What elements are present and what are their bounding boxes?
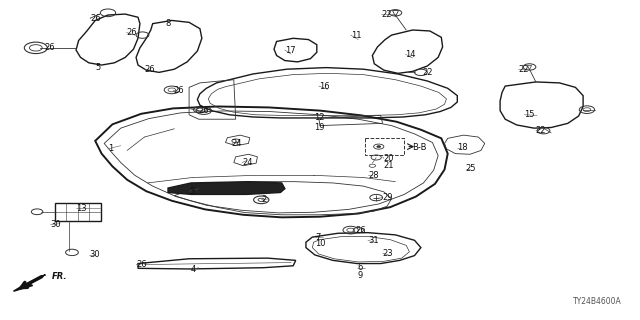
Text: 1: 1 bbox=[108, 144, 113, 153]
Text: 30: 30 bbox=[51, 220, 61, 229]
Text: 6: 6 bbox=[357, 263, 362, 272]
Text: 26: 26 bbox=[90, 14, 100, 23]
Text: 9: 9 bbox=[357, 271, 362, 280]
Text: 25: 25 bbox=[466, 164, 476, 173]
Text: 30: 30 bbox=[89, 251, 99, 260]
Text: 29: 29 bbox=[383, 193, 393, 202]
Text: 26: 26 bbox=[127, 28, 137, 37]
Text: 4: 4 bbox=[191, 265, 196, 275]
Text: 13: 13 bbox=[76, 204, 86, 213]
Text: 26: 26 bbox=[198, 106, 209, 115]
Text: 23: 23 bbox=[383, 249, 393, 258]
Bar bbox=[55, 203, 101, 220]
Text: 19: 19 bbox=[314, 123, 324, 132]
Polygon shape bbox=[168, 182, 285, 195]
Text: 26: 26 bbox=[44, 43, 55, 52]
Text: 26: 26 bbox=[356, 226, 366, 235]
Text: 26: 26 bbox=[136, 260, 147, 269]
Text: 2: 2 bbox=[261, 195, 266, 204]
Text: B-B: B-B bbox=[413, 143, 427, 152]
Text: 20: 20 bbox=[384, 154, 394, 163]
Circle shape bbox=[377, 146, 381, 148]
Text: 31: 31 bbox=[368, 236, 378, 245]
Text: FR.: FR. bbox=[52, 272, 67, 281]
Text: 26: 26 bbox=[173, 86, 184, 95]
Text: 28: 28 bbox=[368, 171, 378, 180]
Text: 14: 14 bbox=[406, 50, 416, 59]
Text: 3: 3 bbox=[189, 187, 195, 196]
Text: 24: 24 bbox=[232, 139, 243, 148]
Text: 5: 5 bbox=[95, 63, 100, 72]
Text: 11: 11 bbox=[351, 31, 361, 40]
Text: 10: 10 bbox=[315, 239, 325, 248]
Bar bbox=[365, 138, 404, 155]
Text: 22: 22 bbox=[536, 126, 547, 135]
Text: 16: 16 bbox=[319, 82, 330, 91]
Text: 12: 12 bbox=[314, 114, 324, 123]
Text: 18: 18 bbox=[458, 143, 468, 152]
Text: 15: 15 bbox=[524, 110, 535, 119]
Text: 8: 8 bbox=[166, 19, 171, 28]
Text: 26: 26 bbox=[145, 65, 155, 74]
Text: 21: 21 bbox=[384, 161, 394, 170]
Text: 7: 7 bbox=[315, 233, 320, 242]
Text: 24: 24 bbox=[242, 158, 253, 167]
Text: 17: 17 bbox=[285, 45, 296, 55]
Text: 22: 22 bbox=[422, 68, 433, 77]
Text: 22: 22 bbox=[518, 65, 529, 74]
Text: TY24B4600A: TY24B4600A bbox=[573, 297, 621, 306]
Polygon shape bbox=[13, 275, 45, 291]
Text: 22: 22 bbox=[381, 10, 392, 19]
